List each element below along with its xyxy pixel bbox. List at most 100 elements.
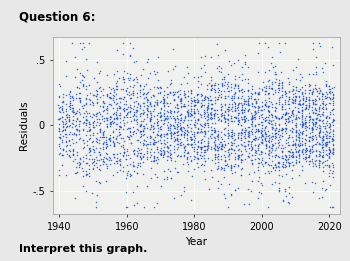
Point — [255, 92, 260, 96]
Point — [306, 135, 312, 139]
Point — [320, 165, 326, 169]
Point — [198, 104, 203, 108]
Point — [253, 97, 258, 101]
Point — [60, 107, 65, 111]
Point — [283, 116, 289, 121]
Point — [195, 117, 201, 121]
Point — [330, 148, 336, 152]
Point — [178, 127, 184, 131]
Point — [202, 131, 208, 135]
Point — [323, 143, 329, 147]
Point — [279, 115, 285, 119]
Point — [195, 144, 201, 148]
Point — [127, 96, 133, 100]
Point — [174, 137, 180, 141]
Point — [293, 130, 299, 134]
Point — [272, 155, 278, 159]
Point — [330, 163, 336, 167]
Point — [178, 105, 183, 109]
Point — [97, 152, 103, 156]
Point — [130, 114, 136, 118]
Point — [178, 117, 184, 122]
Point — [158, 138, 163, 142]
Point — [195, 139, 201, 143]
Point — [283, 127, 288, 131]
Point — [330, 107, 336, 111]
Point — [131, 129, 136, 133]
Point — [316, 134, 322, 138]
Point — [169, 176, 174, 180]
Point — [88, 149, 93, 153]
Point — [309, 134, 315, 138]
Point — [56, 82, 62, 86]
Point — [76, 124, 82, 128]
Point — [205, 112, 210, 117]
Point — [135, 95, 140, 99]
Point — [103, 140, 109, 145]
Point — [231, 99, 237, 104]
Point — [94, 100, 99, 104]
Point — [276, 116, 281, 120]
Point — [219, 83, 224, 87]
Point — [279, 107, 285, 111]
Point — [249, 112, 254, 117]
Point — [178, 140, 183, 144]
Point — [222, 48, 228, 52]
Point — [296, 133, 302, 137]
Point — [212, 135, 217, 140]
Point — [268, 145, 274, 150]
Point — [300, 147, 306, 151]
Point — [145, 115, 150, 119]
Point — [253, 99, 258, 104]
Point — [138, 156, 144, 160]
Point — [59, 119, 65, 123]
Point — [307, 117, 313, 121]
Point — [137, 83, 142, 87]
Point — [155, 139, 161, 143]
Point — [162, 134, 167, 139]
Point — [280, 80, 285, 84]
Point — [191, 95, 197, 99]
Point — [302, 107, 308, 111]
Point — [238, 123, 244, 127]
Point — [147, 119, 152, 123]
Point — [302, 99, 308, 103]
Point — [239, 100, 244, 105]
Point — [178, 125, 184, 129]
Point — [302, 155, 308, 159]
Point — [320, 101, 325, 105]
Point — [313, 181, 318, 185]
Point — [239, 111, 245, 115]
Point — [171, 109, 177, 113]
Point — [307, 135, 313, 139]
Point — [177, 99, 183, 103]
Point — [307, 115, 313, 120]
Point — [192, 103, 197, 107]
Point — [241, 117, 247, 121]
Point — [202, 129, 207, 134]
Point — [135, 151, 140, 156]
Point — [273, 127, 278, 132]
Point — [208, 128, 213, 132]
Point — [184, 138, 190, 142]
Point — [133, 118, 139, 122]
Point — [110, 96, 116, 100]
Point — [56, 106, 61, 110]
Point — [313, 149, 319, 153]
Point — [228, 134, 233, 138]
Point — [223, 155, 228, 159]
Point — [194, 121, 200, 125]
Point — [229, 141, 234, 145]
Point — [158, 114, 163, 118]
Point — [137, 135, 143, 139]
Point — [105, 164, 110, 168]
Point — [327, 123, 333, 127]
Point — [79, 104, 85, 108]
Point — [100, 133, 105, 137]
Point — [161, 141, 167, 145]
Point — [175, 124, 181, 128]
Point — [259, 87, 264, 91]
Point — [302, 157, 308, 161]
Point — [263, 86, 269, 90]
Point — [222, 75, 227, 79]
